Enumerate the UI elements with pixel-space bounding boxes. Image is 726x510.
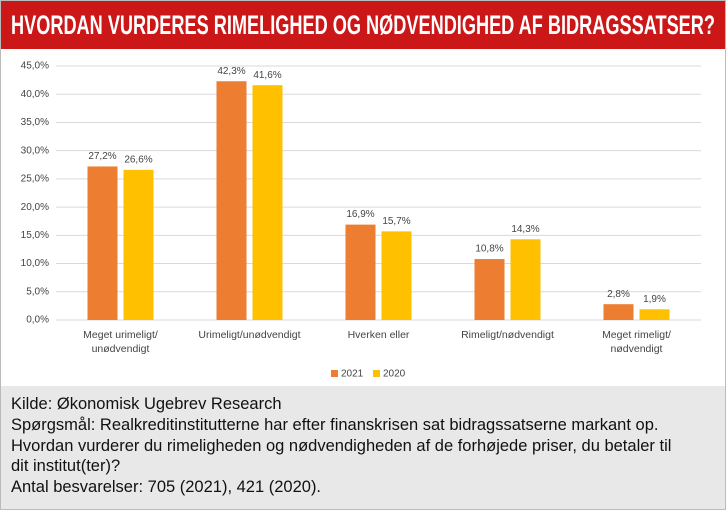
- value-label: 1,9%: [643, 294, 666, 305]
- legend-swatch: [331, 370, 338, 377]
- bar: [603, 304, 634, 320]
- y-tick-label: 25,0%: [21, 174, 49, 185]
- y-tick-label: 0,0%: [26, 315, 49, 326]
- bar: [381, 231, 412, 320]
- value-label: 16,9%: [346, 209, 374, 220]
- bar: [87, 166, 118, 320]
- bar: [474, 259, 505, 320]
- value-label: 26,6%: [124, 154, 152, 165]
- title-banner: [1, 1, 725, 49]
- source: Kilde: Økonomisk Ugebrev Research: [11, 395, 282, 413]
- x-tick-label: Urimeligt/unødvendigt: [198, 329, 301, 341]
- y-tick-label: 30,0%: [21, 145, 49, 156]
- bar: [252, 85, 283, 321]
- y-tick-label: 35,0%: [21, 117, 49, 128]
- y-tick-label: 10,0%: [21, 258, 49, 269]
- value-label: 10,8%: [475, 244, 503, 255]
- y-tick-label: 15,0%: [21, 230, 49, 241]
- chart: HVORDAN VURDERES RIMELIGHED OG NØDVENDIG…: [1, 1, 725, 380]
- x-tick-label: Meget rimeligt/ nødvendigt: [602, 329, 671, 355]
- value-label: 15,7%: [382, 216, 410, 227]
- legend-swatch: [373, 370, 380, 377]
- question: Spørgsmål: Realkreditinstitutterne har e…: [11, 415, 672, 476]
- value-label: 2,8%: [607, 289, 630, 300]
- y-tick-label: 40,0%: [21, 89, 49, 100]
- chart-title: HVORDAN VURDERES RIMELIGHED OG NØDVENDIG…: [11, 10, 715, 40]
- value-label: 27,2%: [88, 151, 116, 162]
- y-tick-label: 20,0%: [21, 202, 49, 213]
- x-tick-label: Rimeligt/nødvendigt: [461, 329, 554, 341]
- bar: [345, 224, 376, 320]
- bar: [639, 309, 670, 320]
- value-label: 14,3%: [511, 224, 539, 235]
- bar: [510, 239, 541, 320]
- y-tick-label: 5,0%: [26, 286, 49, 297]
- x-tick-label: Hverken eller: [347, 329, 410, 341]
- responses: Antal besvarelser: 705 (2021), 421 (2020…: [11, 478, 322, 497]
- bar: [216, 81, 247, 321]
- value-label: 41,6%: [253, 70, 281, 81]
- y-tick-label: 45,0%: [21, 61, 49, 72]
- legend-label: 2021: [341, 369, 364, 380]
- legend-label: 2020: [383, 369, 406, 380]
- value-label: 42,3%: [217, 66, 245, 77]
- bar: [123, 169, 154, 320]
- x-tick-label: Meget urimeligt/ unødvendigt: [83, 329, 158, 355]
- footer: Kilde: Økonomisk Ugebrev Research Spørgs…: [1, 386, 725, 509]
